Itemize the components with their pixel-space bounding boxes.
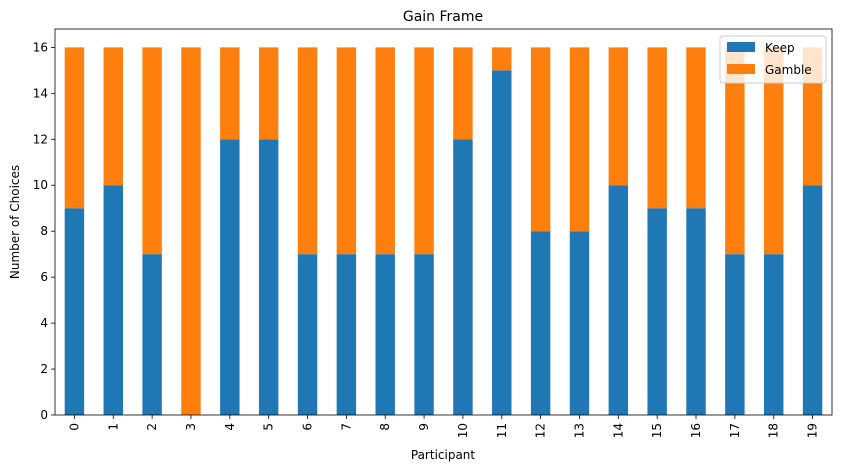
bar-keep-5 xyxy=(258,139,279,416)
bar-keep-16 xyxy=(686,208,706,415)
legend: Keep Gamble xyxy=(719,35,827,84)
x-tick-label: 15 xyxy=(650,423,664,438)
bar-gamble-10 xyxy=(453,47,473,140)
x-tick-label: 0 xyxy=(67,423,81,431)
y-tick-label: 6 xyxy=(40,270,48,284)
bar-gamble-0 xyxy=(64,47,85,209)
y-axis-title: Number of Choices xyxy=(8,165,22,279)
x-tick-label: 17 xyxy=(728,423,742,438)
bar-keep-6 xyxy=(297,254,318,415)
x-axis: 0 1 2 3 4 5 6 7 8 9 10 11 12 13 14 15 16 17 18 19 xyxy=(67,415,820,438)
bar-gamble-9 xyxy=(414,47,434,255)
bar-gamble-2 xyxy=(142,47,162,255)
x-tick-label: 8 xyxy=(378,423,392,431)
bar-gamble-1 xyxy=(103,47,123,186)
y-tick-label: 2 xyxy=(40,362,48,376)
bar-gamble-8 xyxy=(375,47,395,255)
bar-keep-4 xyxy=(220,139,240,416)
y-tick-label: 10 xyxy=(33,178,48,192)
bar-gamble-4 xyxy=(220,47,240,140)
x-tick-label: 10 xyxy=(456,423,470,438)
bar-gamble-18 xyxy=(764,47,784,255)
bar-keep-11 xyxy=(492,70,512,416)
bar-gamble-7 xyxy=(336,47,357,255)
x-tick-label: 1 xyxy=(106,423,120,431)
x-tick-label: 9 xyxy=(417,423,431,431)
y-tick-label: 4 xyxy=(40,316,48,330)
bar-gamble-11 xyxy=(492,47,512,71)
bar-keep-0 xyxy=(64,208,85,415)
bar-keep-1 xyxy=(103,185,123,415)
x-tick-label: 13 xyxy=(572,423,586,438)
legend-swatch-keep xyxy=(727,42,755,52)
bar-gamble-15 xyxy=(647,47,667,209)
bar-gamble-6 xyxy=(297,47,318,255)
bar-gamble-16 xyxy=(686,47,706,209)
x-tick-label: 6 xyxy=(301,423,315,431)
x-tick-label: 3 xyxy=(184,423,198,431)
bar-keep-19 xyxy=(802,185,823,415)
x-tick-label: 16 xyxy=(689,423,703,438)
bar-gamble-3 xyxy=(181,47,201,415)
bar-keep-12 xyxy=(530,231,551,415)
bar-keep-9 xyxy=(414,254,434,415)
bar-gamble-17 xyxy=(725,47,745,255)
y-axis: 0 2 4 6 8 10 12 14 16 xyxy=(33,40,55,422)
bar-keep-15 xyxy=(647,208,667,415)
bars-group xyxy=(64,47,823,416)
x-tick-label: 18 xyxy=(767,423,781,438)
bar-gamble-14 xyxy=(608,47,629,186)
x-axis-title: Participant xyxy=(411,448,476,462)
x-tick-label: 11 xyxy=(495,423,509,438)
bar-gamble-5 xyxy=(258,47,279,140)
bar-keep-14 xyxy=(608,185,629,415)
legend-label-gamble: Gamble xyxy=(765,63,812,77)
bar-keep-7 xyxy=(336,254,357,415)
y-tick-label: 8 xyxy=(40,224,48,238)
bar-keep-18 xyxy=(764,254,784,415)
x-tick-label: 2 xyxy=(145,423,159,431)
x-tick-label: 7 xyxy=(339,423,353,431)
x-tick-label: 12 xyxy=(534,423,548,438)
bar-gamble-13 xyxy=(569,47,590,232)
bar-keep-2 xyxy=(142,254,162,415)
x-tick-label: 14 xyxy=(611,423,625,438)
legend-label-keep: Keep xyxy=(765,41,795,55)
bar-gamble-12 xyxy=(530,47,551,232)
chart-title: Gain Frame xyxy=(403,9,483,25)
bar-keep-13 xyxy=(569,231,590,415)
y-tick-label: 0 xyxy=(40,408,48,422)
bar-keep-8 xyxy=(375,254,395,415)
x-tick-label: 5 xyxy=(262,423,276,431)
x-tick-label: 19 xyxy=(806,423,820,438)
x-tick-label: 4 xyxy=(223,423,237,431)
y-tick-label: 12 xyxy=(33,132,48,146)
y-tick-label: 16 xyxy=(33,40,48,54)
legend-swatch-gamble xyxy=(727,64,755,74)
y-tick-label: 14 xyxy=(33,86,48,100)
plot-frame xyxy=(54,28,833,416)
bar-keep-17 xyxy=(725,254,745,415)
bar-keep-10 xyxy=(453,139,473,416)
